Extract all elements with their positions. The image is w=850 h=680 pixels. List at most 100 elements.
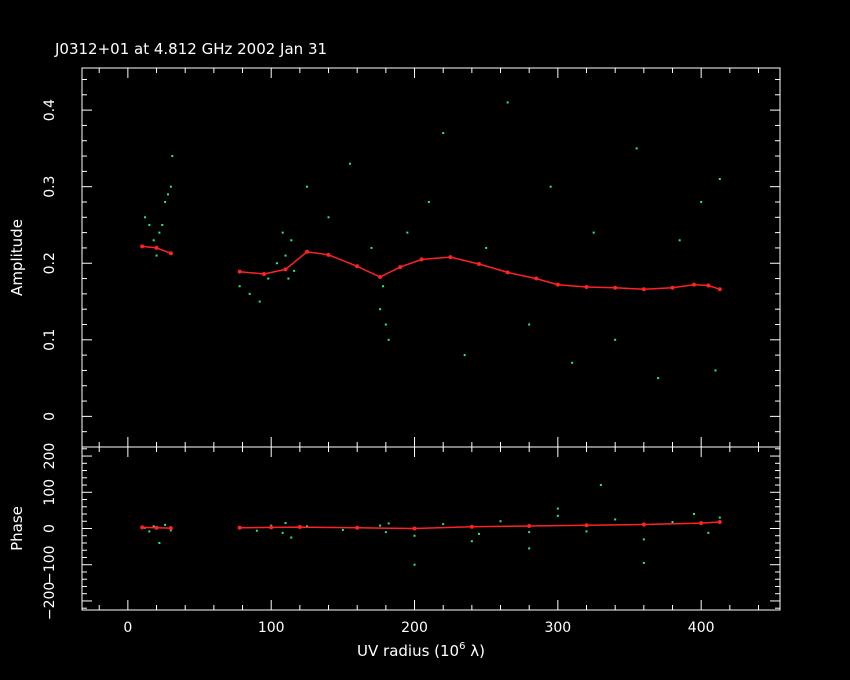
- phase-ylabel: Phase: [8, 506, 26, 551]
- amplitude-ytick-label: 0.2: [42, 252, 58, 274]
- phase-data-point: [384, 531, 387, 534]
- amplitude-data-point: [379, 308, 382, 311]
- amplitude-data-point: [349, 162, 352, 165]
- amplitude-data-point: [148, 223, 151, 226]
- phase-data-point: [387, 522, 390, 525]
- amplitude-data-point: [164, 200, 167, 203]
- amplitude-data-point: [406, 231, 409, 234]
- phase-ytick-label: −100: [42, 545, 58, 583]
- amplitude-data-point: [290, 239, 293, 242]
- xtick-label: 200: [401, 620, 428, 636]
- amplitude-data-point: [718, 178, 721, 181]
- phase-data-point: [169, 529, 172, 532]
- amplitude-data-point: [657, 377, 660, 380]
- amplitude-model-point: [237, 269, 242, 274]
- amplitude-data-point: [158, 231, 161, 234]
- amplitude-data-point: [258, 300, 261, 303]
- phase-data-point: [442, 523, 445, 526]
- phase-data-point: [306, 525, 309, 528]
- amplitude-ytick-label: 0.4: [42, 99, 58, 121]
- phase-data-point: [642, 561, 645, 564]
- phase-ytick-label: 0: [42, 524, 58, 533]
- phase-data-point: [379, 524, 382, 527]
- xtick-label: 400: [688, 620, 715, 636]
- amplitude-data-point: [166, 193, 169, 196]
- xtick-label: 100: [258, 620, 285, 636]
- phase-model-point: [717, 519, 722, 524]
- amplitude-data-point: [169, 185, 172, 188]
- amplitude-data-point: [161, 223, 164, 226]
- phase-data-point: [148, 530, 151, 533]
- amplitude-data-point: [370, 246, 373, 249]
- amplitude-data-point: [238, 285, 241, 288]
- amplitude-data-point: [281, 231, 284, 234]
- amplitude-data-point: [284, 254, 287, 257]
- phase-data-point: [281, 531, 284, 534]
- phase-data-point: [693, 513, 696, 516]
- phase-model-point: [140, 525, 145, 530]
- amplitude-data-point: [528, 323, 531, 326]
- phase-data-point: [152, 525, 155, 528]
- amplitude-model-point: [140, 244, 145, 249]
- amplitude-data-point: [152, 239, 155, 242]
- phase-data-point: [255, 529, 258, 532]
- amplitude-data-point: [614, 338, 617, 341]
- amplitude-data-point: [387, 338, 390, 341]
- phase-data-point: [671, 520, 674, 523]
- amplitude-data-point: [592, 231, 595, 234]
- phase-data-point: [290, 536, 293, 539]
- phase-data-point: [528, 531, 531, 534]
- amplitude-model-line: [142, 245, 172, 255]
- amplitude-frame: [81, 67, 781, 448]
- amplitude-data-point: [275, 262, 278, 265]
- phase-data-point: [556, 507, 559, 510]
- amplitude-data-point: [248, 292, 251, 295]
- phase-data-point: [341, 528, 344, 531]
- phase-ytick-label: −200: [42, 582, 58, 620]
- amplitude-ytick-label: 0.3: [42, 176, 58, 198]
- phase-data-point: [707, 531, 710, 534]
- amplitude-data-point: [714, 369, 717, 372]
- amplitude-data-point: [442, 132, 445, 135]
- phase-data-point: [642, 538, 645, 541]
- phase-ytick-label: 200: [42, 443, 58, 470]
- amplitude-ytick-label: 0.1: [42, 329, 58, 351]
- amplitude-data-point: [463, 354, 466, 357]
- phase-data-point: [478, 532, 481, 535]
- phase-model-point: [237, 525, 242, 530]
- phase-data-point: [284, 522, 287, 525]
- xlabel: UV radius (106 λ): [357, 641, 485, 660]
- amplitude-data-point: [293, 269, 296, 272]
- xtick-label: 0: [123, 620, 132, 636]
- chart-title: J0312+01 at 4.812 GHz 2002 Jan 31: [55, 40, 328, 58]
- amplitude-data-point: [287, 277, 290, 280]
- amplitude-data-point: [427, 200, 430, 203]
- amplitude-data-point: [327, 216, 330, 219]
- amplitude-data-point: [549, 185, 552, 188]
- phase-model-line: [142, 526, 171, 529]
- phase-data-point: [164, 523, 167, 526]
- amplitude-data-point: [381, 285, 384, 288]
- amplitude-data-point: [485, 246, 488, 249]
- phase-data-point: [614, 518, 617, 521]
- phase-data-point: [470, 540, 473, 543]
- phase-model-line: [239, 521, 720, 530]
- phase-data-point: [585, 530, 588, 533]
- phase-data-point: [158, 541, 161, 544]
- amplitude-data-point: [635, 147, 638, 150]
- xtick-label: 300: [544, 620, 571, 636]
- phase-ytick-label: 100: [42, 479, 58, 506]
- phase-data-point: [499, 520, 502, 523]
- phase-data-point: [413, 534, 416, 537]
- amplitude-data-point: [171, 155, 174, 158]
- amplitude-data-point: [384, 323, 387, 326]
- amplitude-data-point: [700, 200, 703, 203]
- amplitude-data-point: [267, 277, 270, 280]
- amplitude-data-point: [306, 185, 309, 188]
- amplitude-data-point: [155, 254, 158, 257]
- phase-data-point: [556, 514, 559, 517]
- phase-data-point: [718, 516, 721, 519]
- amplitude-data-point: [678, 239, 681, 242]
- phase-data-point: [413, 563, 416, 566]
